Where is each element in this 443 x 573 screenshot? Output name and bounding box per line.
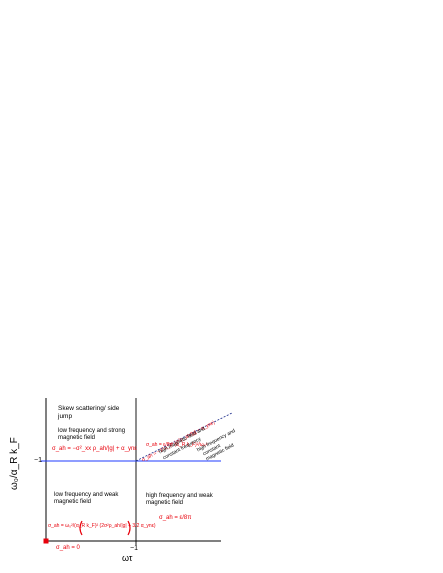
paren-right-bl [127, 520, 131, 536]
paren-left-bl [79, 520, 83, 536]
y-axis-tick: −1 [34, 457, 42, 464]
origin-marker [43, 538, 49, 544]
diagonal-dashed-line [135, 412, 233, 462]
y-axis-label: ω₀/α_R k_F [9, 437, 20, 490]
top-left-desc: low frequency and strong magnetic field [58, 428, 126, 441]
origin-formula: σ_ah = 0 [56, 545, 80, 551]
x-axis-label: ωτ [122, 553, 133, 563]
top-left-title: Skew scattering/ side jump [58, 405, 120, 420]
x-axis-tick: −1 [130, 545, 138, 552]
bottom-left-desc: low frequency and weak magnetic field [54, 492, 119, 505]
bottom-left-formula: σ_ah = ω₀²/(α_R k_F)² (2σ²ρ_ah/|g| + 3/2… [48, 523, 156, 529]
bottom-right-desc: high frequency and weak magnetic field [146, 493, 213, 506]
top-right-formula-2: σ_ah = ε/8π (α_R k_F)²/ω₀² [146, 442, 208, 448]
bottom-right-formula: σ_ah = ε/8π [159, 515, 192, 521]
top-left-formula: σ_ah = −σ²_xx ρ_ah/|g| + α_ynε [52, 446, 137, 452]
